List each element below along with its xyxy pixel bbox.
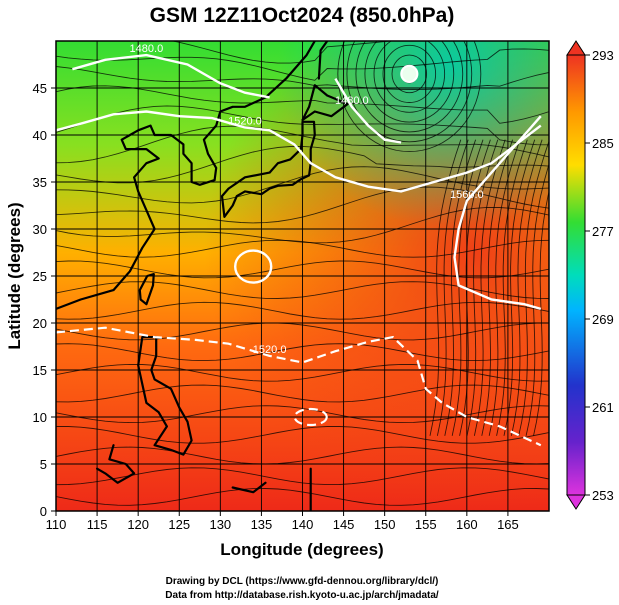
coastline (138, 273, 155, 306)
coastline (231, 481, 267, 494)
credit-dcl: Drawing by DCL (https://www.gfd-dennou.o… (166, 576, 439, 587)
colorbar-ticks: 253 261 269 277 285 293 (585, 48, 614, 503)
streamline (496, 139, 528, 436)
x-tick-label: 135 (251, 517, 273, 532)
x-tick-label: 150 (374, 517, 396, 532)
y-tick-label: 25 (33, 269, 47, 284)
cyclone-streamline (382, 44, 437, 103)
x-tick-label: 115 (87, 517, 108, 532)
streamline (481, 139, 514, 436)
x-tick-label: 130 (209, 517, 231, 532)
x-tick-label: 110 (46, 517, 67, 532)
x-tick-label: 145 (333, 517, 355, 532)
y-tick-label: 35 (33, 175, 47, 190)
x-tick-label: 165 (497, 517, 519, 532)
colorbar-gradient (566, 54, 586, 496)
cyclone-streamline (391, 54, 428, 94)
low-center (400, 64, 419, 84)
x-tick-label: 160 (456, 517, 478, 532)
contour-line (334, 77, 402, 144)
streamline (510, 139, 543, 436)
y-tick-label: 0 (40, 504, 47, 519)
y-tick-label: 45 (33, 81, 47, 96)
contour-line (56, 110, 542, 193)
streamline (533, 190, 549, 436)
contour-label: 1480.0 (130, 43, 164, 55)
streamline (488, 139, 521, 436)
contour-label: 1520.0 (228, 115, 262, 127)
contour-label: 1480.0 (335, 95, 369, 107)
y-axis-ticks: 0 5 10 15 20 25 30 35 40 45 (33, 81, 56, 519)
colorbar: 253 261 269 277 285 293 (566, 40, 614, 510)
streamline (473, 139, 506, 436)
contour-line (453, 115, 542, 311)
coastlines (56, 41, 349, 511)
coastline (317, 41, 329, 80)
coastline (301, 84, 349, 122)
streamline (503, 139, 536, 436)
colorbar-top-arrow (566, 40, 586, 56)
cyclone-streamline (337, 41, 482, 153)
contour-label: 1560.0 (450, 189, 484, 201)
x-tick-label: 155 (415, 517, 437, 532)
colorbar-bottom-arrow (566, 494, 586, 510)
coastline (56, 41, 316, 310)
contour-line (293, 407, 328, 427)
x-axis-label: Longitude (degrees) (220, 540, 383, 559)
cyclone-streamline (373, 41, 446, 113)
colorbar-tick-label: 253 (592, 488, 614, 503)
y-tick-label: 10 (33, 410, 47, 425)
streamline (525, 162, 549, 436)
coastline (96, 444, 136, 484)
colorbar-tick-label: 277 (592, 224, 614, 239)
colorbar-tick-label: 261 (592, 400, 614, 415)
y-tick-label: 20 (33, 316, 47, 331)
colorbar-tick-label: 269 (592, 312, 614, 327)
streamline (429, 139, 462, 436)
x-tick-label: 120 (127, 517, 149, 532)
plot-area: 1480.0 1480.0 1520.0 1560.0 1520.0 (56, 41, 549, 511)
y-tick-label: 30 (33, 222, 47, 237)
y-tick-label: 15 (33, 363, 47, 378)
y-tick-label: 40 (33, 128, 47, 143)
coastline (220, 120, 316, 218)
coastline (137, 336, 193, 456)
x-axis-ticks: 110 115 120 125 130 135 140 145 150 155 160 165 (46, 511, 519, 532)
x-tick-label: 125 (168, 517, 190, 532)
colorbar-tick-label: 285 (592, 136, 614, 151)
streamline (451, 139, 484, 436)
streamline (518, 139, 549, 436)
contour-line (72, 53, 270, 99)
contour-label: 1520.0 (253, 344, 287, 356)
streamline (444, 139, 477, 436)
colorbar-tick-label: 293 (592, 48, 614, 63)
y-tick-label: 5 (40, 457, 47, 472)
cyclone-streamline (364, 41, 455, 123)
contour-line (56, 326, 542, 447)
contour-line (233, 249, 273, 284)
credit-data: Data from http://database.rish.kyoto-u.a… (165, 590, 439, 601)
streamline (436, 139, 469, 436)
x-tick-label: 140 (292, 517, 314, 532)
chart-title: GSM 12Z11Oct2024 (850.0hPa) (150, 4, 455, 27)
y-axis-label: Latitude (degrees) (5, 202, 24, 349)
streamline (466, 139, 499, 436)
height-contours: 1480.0 1480.0 1520.0 1560.0 1520.0 (56, 43, 542, 447)
